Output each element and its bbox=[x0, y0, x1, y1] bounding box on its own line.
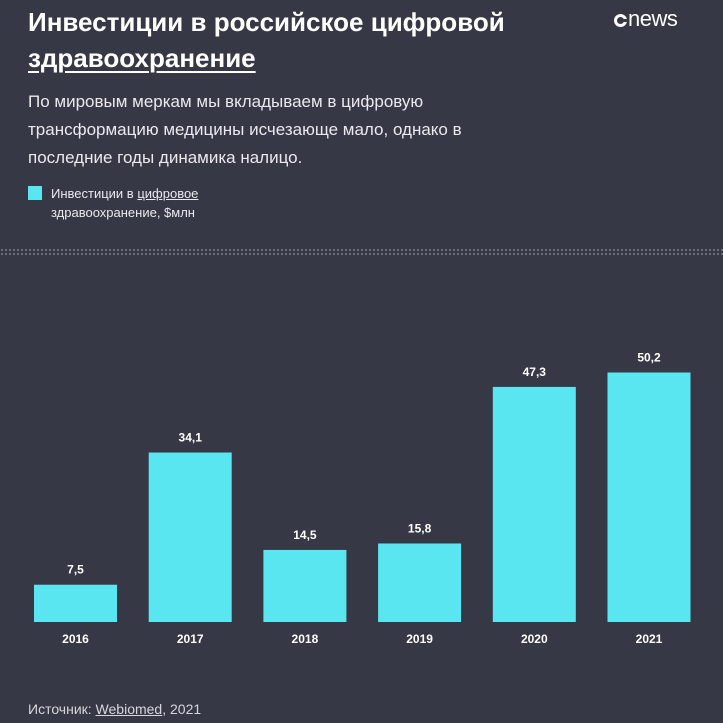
bar-2020 bbox=[492, 386, 576, 622]
legend-swatch bbox=[28, 186, 42, 200]
x-tick-2018: 2018 bbox=[292, 632, 319, 646]
bar-2018 bbox=[263, 549, 347, 622]
bar-2021 bbox=[607, 372, 691, 622]
legend-label: Инвестиции в цифровое здравоохранение, $… bbox=[51, 184, 251, 222]
data-label-2019: 15,8 bbox=[408, 521, 432, 535]
x-tick-2016: 2016 bbox=[62, 632, 89, 646]
x-tick-2021: 2021 bbox=[636, 632, 663, 646]
logo-text: news bbox=[628, 6, 678, 31]
bar-2019 bbox=[378, 543, 462, 622]
source-suffix: , 2021 bbox=[162, 701, 202, 717]
data-label-2018: 14,5 bbox=[293, 528, 317, 542]
x-tick-2019: 2019 bbox=[406, 632, 433, 646]
x-tick-2020: 2020 bbox=[521, 632, 548, 646]
data-label-2020: 47,3 bbox=[523, 365, 547, 379]
data-label-2016: 7,5 bbox=[67, 563, 84, 577]
chart-legend: Инвестиции в цифровое здравоохранение, $… bbox=[28, 184, 251, 222]
x-tick-2017: 2017 bbox=[177, 632, 204, 646]
data-label-2017: 34,1 bbox=[179, 431, 203, 445]
bar-2016 bbox=[34, 584, 117, 622]
source-link[interactable]: Webiomed bbox=[95, 701, 163, 717]
cnews-c-icon bbox=[614, 13, 628, 27]
source-prefix: Источник: bbox=[28, 701, 96, 717]
legend-label-rest: здравоохранение, $млн bbox=[51, 205, 195, 220]
title-line-1: Инвестиции в российское цифровой bbox=[28, 7, 505, 37]
page-title: Инвестиции в российское цифровой здравоо… bbox=[28, 4, 588, 76]
subtitle: По мировым меркам мы вкладываем в цифров… bbox=[28, 92, 462, 167]
bar-chart: 7,5 2016 34,1 2017 14,5 2018 15,8 2019 47,3 2020 5… bbox=[34, 351, 691, 646]
legend-label-link[interactable]: цифровое bbox=[137, 186, 199, 201]
dotted-divider bbox=[0, 248, 723, 256]
legend-label-prefix: Инвестиции в bbox=[51, 186, 138, 201]
title-line-2: здравоохранение bbox=[28, 43, 256, 73]
source-note: Источник: Webiomed, 2021 bbox=[28, 701, 201, 717]
bar-2017 bbox=[148, 452, 232, 622]
cnews-logo[interactable]: news bbox=[614, 6, 700, 32]
data-label-2021: 50,2 bbox=[637, 351, 661, 365]
